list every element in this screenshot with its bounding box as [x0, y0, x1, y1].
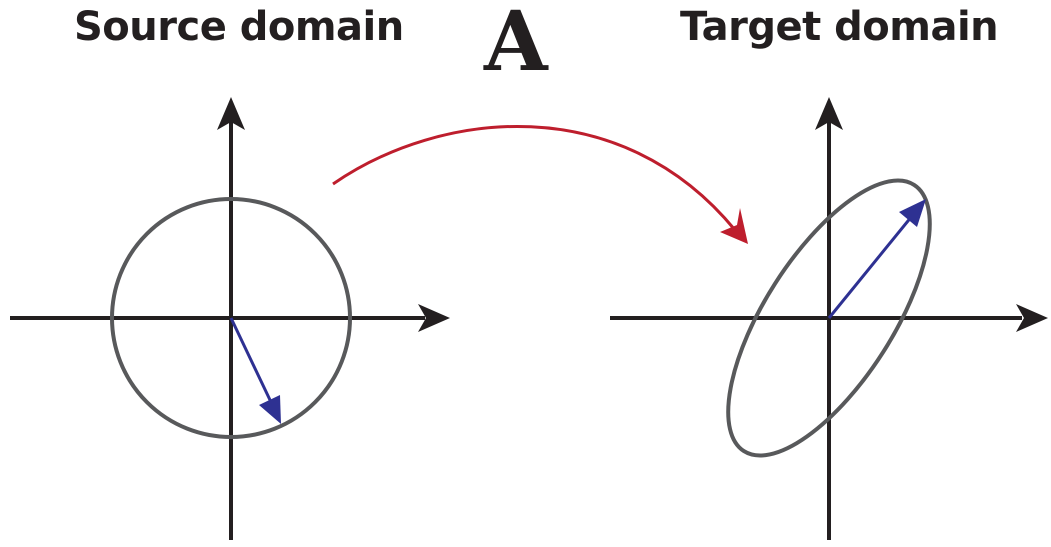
mapping-arc [332, 124, 737, 231]
source-vector [229, 317, 272, 401]
source-y-axis-arrowhead [217, 97, 245, 130]
source-unit-circle [110, 197, 352, 439]
target-domain-plot [610, 97, 1048, 540]
target-vector [827, 215, 914, 319]
target-transformed-ellipse [726, 178, 932, 458]
source-vector-arrowhead [259, 395, 281, 424]
transformation-label: A [484, 0, 548, 90]
source-domain-title: Source domain [74, 4, 404, 50]
target-x-axis-arrowhead [1016, 304, 1048, 332]
target-y-axis-arrowhead [815, 97, 843, 130]
mapping-arrowhead [720, 208, 748, 244]
source-domain-plot [10, 97, 450, 540]
target-domain-title: Target domain [680, 4, 999, 50]
target-vector-arrowhead [899, 199, 926, 227]
transform-mapping-arrow [332, 124, 748, 244]
source-x-axis-arrowhead [418, 304, 450, 332]
